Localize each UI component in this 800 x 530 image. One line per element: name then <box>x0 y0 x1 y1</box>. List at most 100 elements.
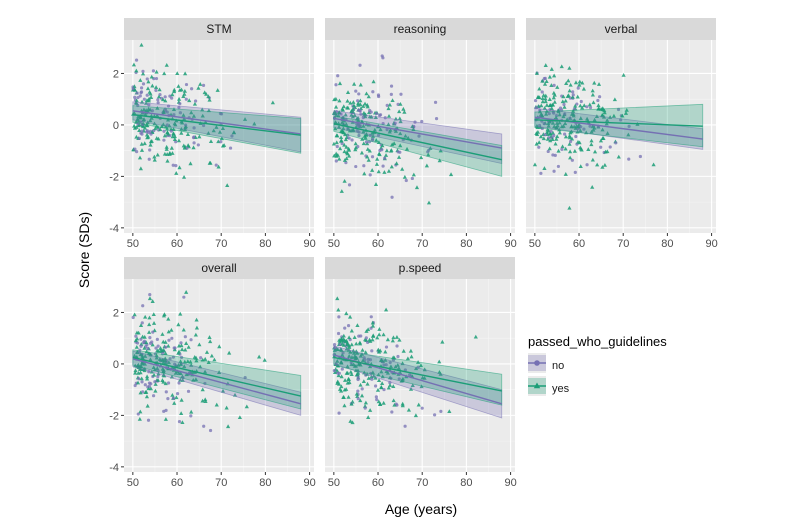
point-yes <box>203 399 208 404</box>
point-no <box>340 367 344 371</box>
point-no <box>162 138 166 142</box>
point-yes <box>339 189 344 193</box>
point-yes <box>179 119 184 124</box>
point-no <box>154 88 158 93</box>
point-yes <box>544 109 549 113</box>
x-tick-label: 90 <box>303 477 315 489</box>
point-yes <box>567 133 572 138</box>
fit-line-yes <box>534 119 703 127</box>
point-yes <box>559 64 564 69</box>
point-yes <box>140 353 145 358</box>
point-yes <box>197 342 202 347</box>
point-yes <box>345 98 350 103</box>
point-yes <box>623 111 629 115</box>
point-no <box>358 109 362 113</box>
point-yes <box>570 109 576 113</box>
point-yes <box>568 155 573 160</box>
point-yes <box>135 380 141 385</box>
point-yes <box>225 424 231 429</box>
x-tick-label: 50 <box>328 238 340 250</box>
point-yes <box>553 141 558 146</box>
point-yes <box>567 141 572 146</box>
point-yes <box>549 83 554 87</box>
point-yes <box>146 351 152 355</box>
point-yes <box>193 332 198 337</box>
point-yes <box>337 387 343 391</box>
point-yes <box>544 79 549 84</box>
point-yes <box>356 101 361 105</box>
point-no <box>576 86 580 90</box>
point-no <box>390 410 394 414</box>
point-yes <box>381 332 386 337</box>
point-yes <box>397 109 402 114</box>
point-no <box>357 334 361 338</box>
point-no <box>193 99 198 103</box>
point-no <box>165 123 169 127</box>
point-yes <box>540 99 545 104</box>
point-yes <box>169 327 174 332</box>
point-yes <box>376 378 382 382</box>
point-yes <box>651 162 656 167</box>
point-yes <box>335 133 340 138</box>
point-yes <box>193 377 199 382</box>
point-yes <box>222 143 227 147</box>
point-yes <box>578 116 583 120</box>
point-yes <box>611 113 617 118</box>
point-yes <box>207 335 212 339</box>
panel-STM: STM 50 60 70 80 90 -4 -2 0 2 <box>109 18 316 250</box>
point-yes <box>550 137 555 142</box>
point-yes <box>139 42 144 47</box>
point-no <box>439 409 443 413</box>
point-yes <box>166 316 171 321</box>
point-no <box>560 147 564 151</box>
point-yes <box>370 370 375 375</box>
point-yes <box>132 87 138 92</box>
point-no <box>599 145 603 149</box>
point-no <box>141 390 145 394</box>
point-no <box>399 92 403 96</box>
point-no <box>139 344 143 348</box>
point-yes <box>143 112 148 117</box>
point-yes <box>577 82 582 87</box>
point-yes <box>367 148 372 153</box>
point-yes <box>401 106 406 111</box>
point-yes <box>626 132 631 137</box>
point-yes <box>397 116 402 121</box>
point-no <box>343 326 347 330</box>
point-yes <box>561 94 566 99</box>
point-yes <box>214 402 219 407</box>
point-yes <box>426 152 431 157</box>
point-yes <box>134 98 139 103</box>
fit-line-yes <box>132 113 301 136</box>
point-no <box>145 93 149 97</box>
point-yes <box>368 408 373 412</box>
point-no <box>638 154 642 159</box>
point-yes <box>160 366 165 371</box>
point-yes <box>144 394 150 399</box>
point-yes <box>242 117 248 121</box>
y-tick-label: -4 <box>109 462 119 474</box>
point-yes <box>186 143 191 147</box>
point-yes <box>176 343 182 348</box>
point-no <box>362 356 366 360</box>
point-no <box>556 164 561 169</box>
point-yes <box>366 327 371 332</box>
point-no <box>147 103 151 107</box>
point-no <box>201 83 206 87</box>
point-no <box>403 424 407 428</box>
point-no <box>136 95 140 100</box>
point-yes <box>347 314 353 319</box>
point-yes <box>337 146 343 151</box>
point-no <box>568 116 572 120</box>
point-no <box>145 77 149 81</box>
point-yes <box>147 90 152 94</box>
point-no <box>183 335 187 339</box>
point-yes <box>163 361 168 365</box>
point-yes <box>262 358 267 362</box>
point-yes <box>342 403 347 408</box>
point-yes <box>344 150 349 155</box>
point-yes <box>180 420 185 425</box>
point-yes <box>227 350 232 355</box>
point-yes <box>237 415 243 420</box>
point-yes <box>140 71 146 76</box>
